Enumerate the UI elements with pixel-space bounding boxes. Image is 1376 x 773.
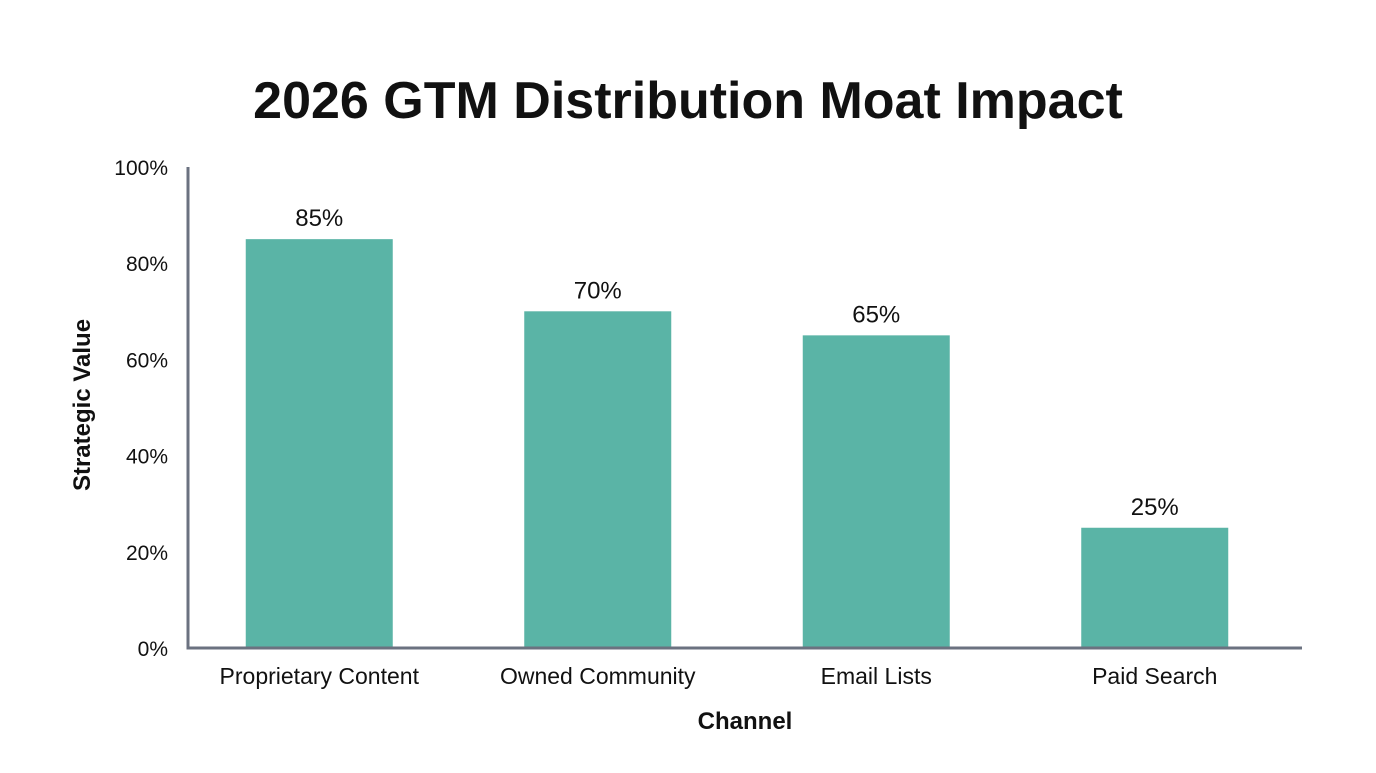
data-label: 65% (852, 301, 900, 328)
chart-title: 2026 GTM Distribution Moat Impact (253, 72, 1123, 130)
x-tick-label: Email Lists (821, 663, 932, 689)
x-tick-label: Owned Community (500, 663, 696, 689)
data-label: 85% (295, 205, 343, 232)
bar (524, 311, 672, 648)
y-tick-label: 80% (126, 253, 168, 276)
data-label: 70% (574, 277, 622, 304)
bar (802, 335, 950, 648)
x-tick-label: Proprietary Content (220, 663, 420, 689)
y-axis-label: Strategic Value (69, 319, 96, 491)
y-tick-label: 60% (126, 349, 168, 372)
y-tick-label: 0% (138, 638, 168, 661)
data-label: 25% (1131, 494, 1179, 521)
bar (245, 239, 393, 648)
x-axis-label: Channel (698, 708, 793, 735)
bar (1081, 527, 1229, 648)
y-tick-label: 100% (114, 157, 168, 180)
y-tick-label: 20% (126, 542, 168, 565)
x-tick-label: Paid Search (1092, 663, 1217, 689)
y-tick-label: 40% (126, 446, 168, 469)
